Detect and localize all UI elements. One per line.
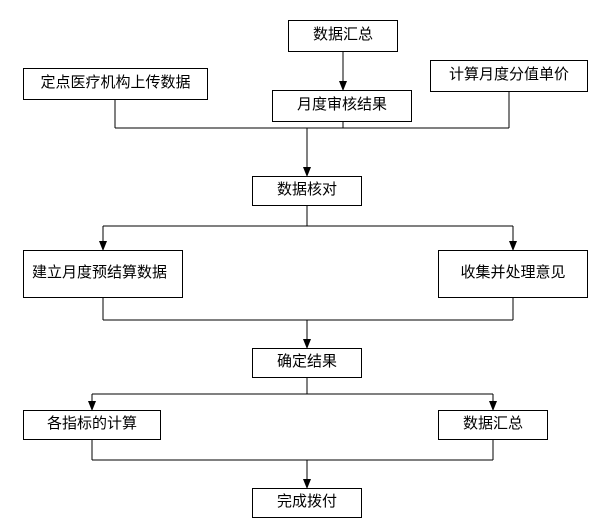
- flow-node-label: 完成拨付: [277, 493, 337, 513]
- flow-node-label: 收集并处理意见: [460, 264, 565, 284]
- flow-node-label: 月度审核结果: [297, 96, 387, 116]
- flow-node-n8: 确定结果: [252, 348, 362, 378]
- flow-node-label: 确定结果: [277, 353, 337, 373]
- flow-node-label: 定点医疗机构上传数据: [40, 74, 190, 94]
- flow-node-n6: 建立月度预结算数据: [23, 250, 183, 298]
- flow-node-n7: 收集并处理意见: [438, 250, 588, 298]
- flow-node-label: 计算月度分值单价: [449, 66, 569, 86]
- flow-node-n10: 数据汇总: [438, 410, 548, 440]
- flow-node-n3: 月度审核结果: [272, 90, 412, 122]
- flow-node-n11: 完成拨付: [252, 488, 362, 518]
- flow-node-label: 各指标的计算: [47, 415, 137, 435]
- flow-node-n5: 数据核对: [252, 176, 362, 206]
- flow-node-n4: 计算月度分值单价: [430, 60, 588, 92]
- flow-node-label: 数据汇总: [313, 26, 373, 46]
- flow-node-label: 数据核对: [277, 181, 337, 201]
- flow-node-label: 建立月度预结算数据: [32, 264, 167, 284]
- flow-node-label: 数据汇总: [463, 415, 523, 435]
- flow-node-n2: 定点医疗机构上传数据: [23, 68, 208, 100]
- flow-node-n1: 数据汇总: [288, 20, 398, 52]
- flow-node-n9: 各指标的计算: [23, 410, 161, 440]
